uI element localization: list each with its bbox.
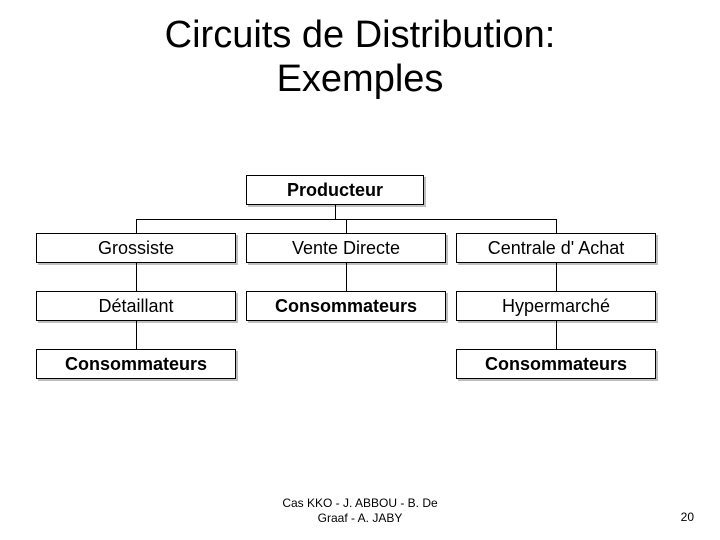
title-line-1: Circuits de Distribution: [165,14,556,56]
connector [556,335,557,349]
footer-line-2: Graaf - A. JABY [318,511,403,525]
connector [346,263,347,277]
page-number: 20 [681,510,694,524]
node-c1r2: Détaillant [36,291,236,321]
node-c3r2: Hypermarché [456,291,656,321]
node-c3r1: Centrale d' Achat [456,233,656,263]
footer-credits: Cas KKO - J. ABBOU - B. De Graaf - A. JA… [0,496,720,526]
connector [136,219,335,220]
connector [346,277,347,291]
node-c1r3: Consommateurs [36,349,236,379]
connector [335,205,336,219]
slide-footer: Cas KKO - J. ABBOU - B. De Graaf - A. JA… [0,496,720,530]
node-c1r1: Grossiste [36,233,236,263]
connector [136,277,137,291]
org-chart: Producteur Grossiste Vente Directe Centrale… [0,175,720,435]
slide: Circuits de Distribution: Exemples Produ… [0,0,720,540]
connector [556,219,557,233]
connector [136,321,137,335]
title-line-2: Exemples [277,58,444,100]
node-c3r3: Consommateurs [456,349,656,379]
connector [136,263,137,277]
footer-line-1: Cas KKO - J. ABBOU - B. De [282,496,437,510]
node-c2r1: Vente Directe [246,233,446,263]
connector [136,335,137,349]
connector [346,219,347,233]
node-root: Producteur [246,175,424,205]
connector [556,263,557,277]
connector [556,277,557,291]
page-title: Circuits de Distribution: Exemples [0,14,720,101]
node-c2r2: Consommateurs [246,291,446,321]
connector [335,219,556,220]
connector [136,219,137,233]
connector [556,321,557,335]
